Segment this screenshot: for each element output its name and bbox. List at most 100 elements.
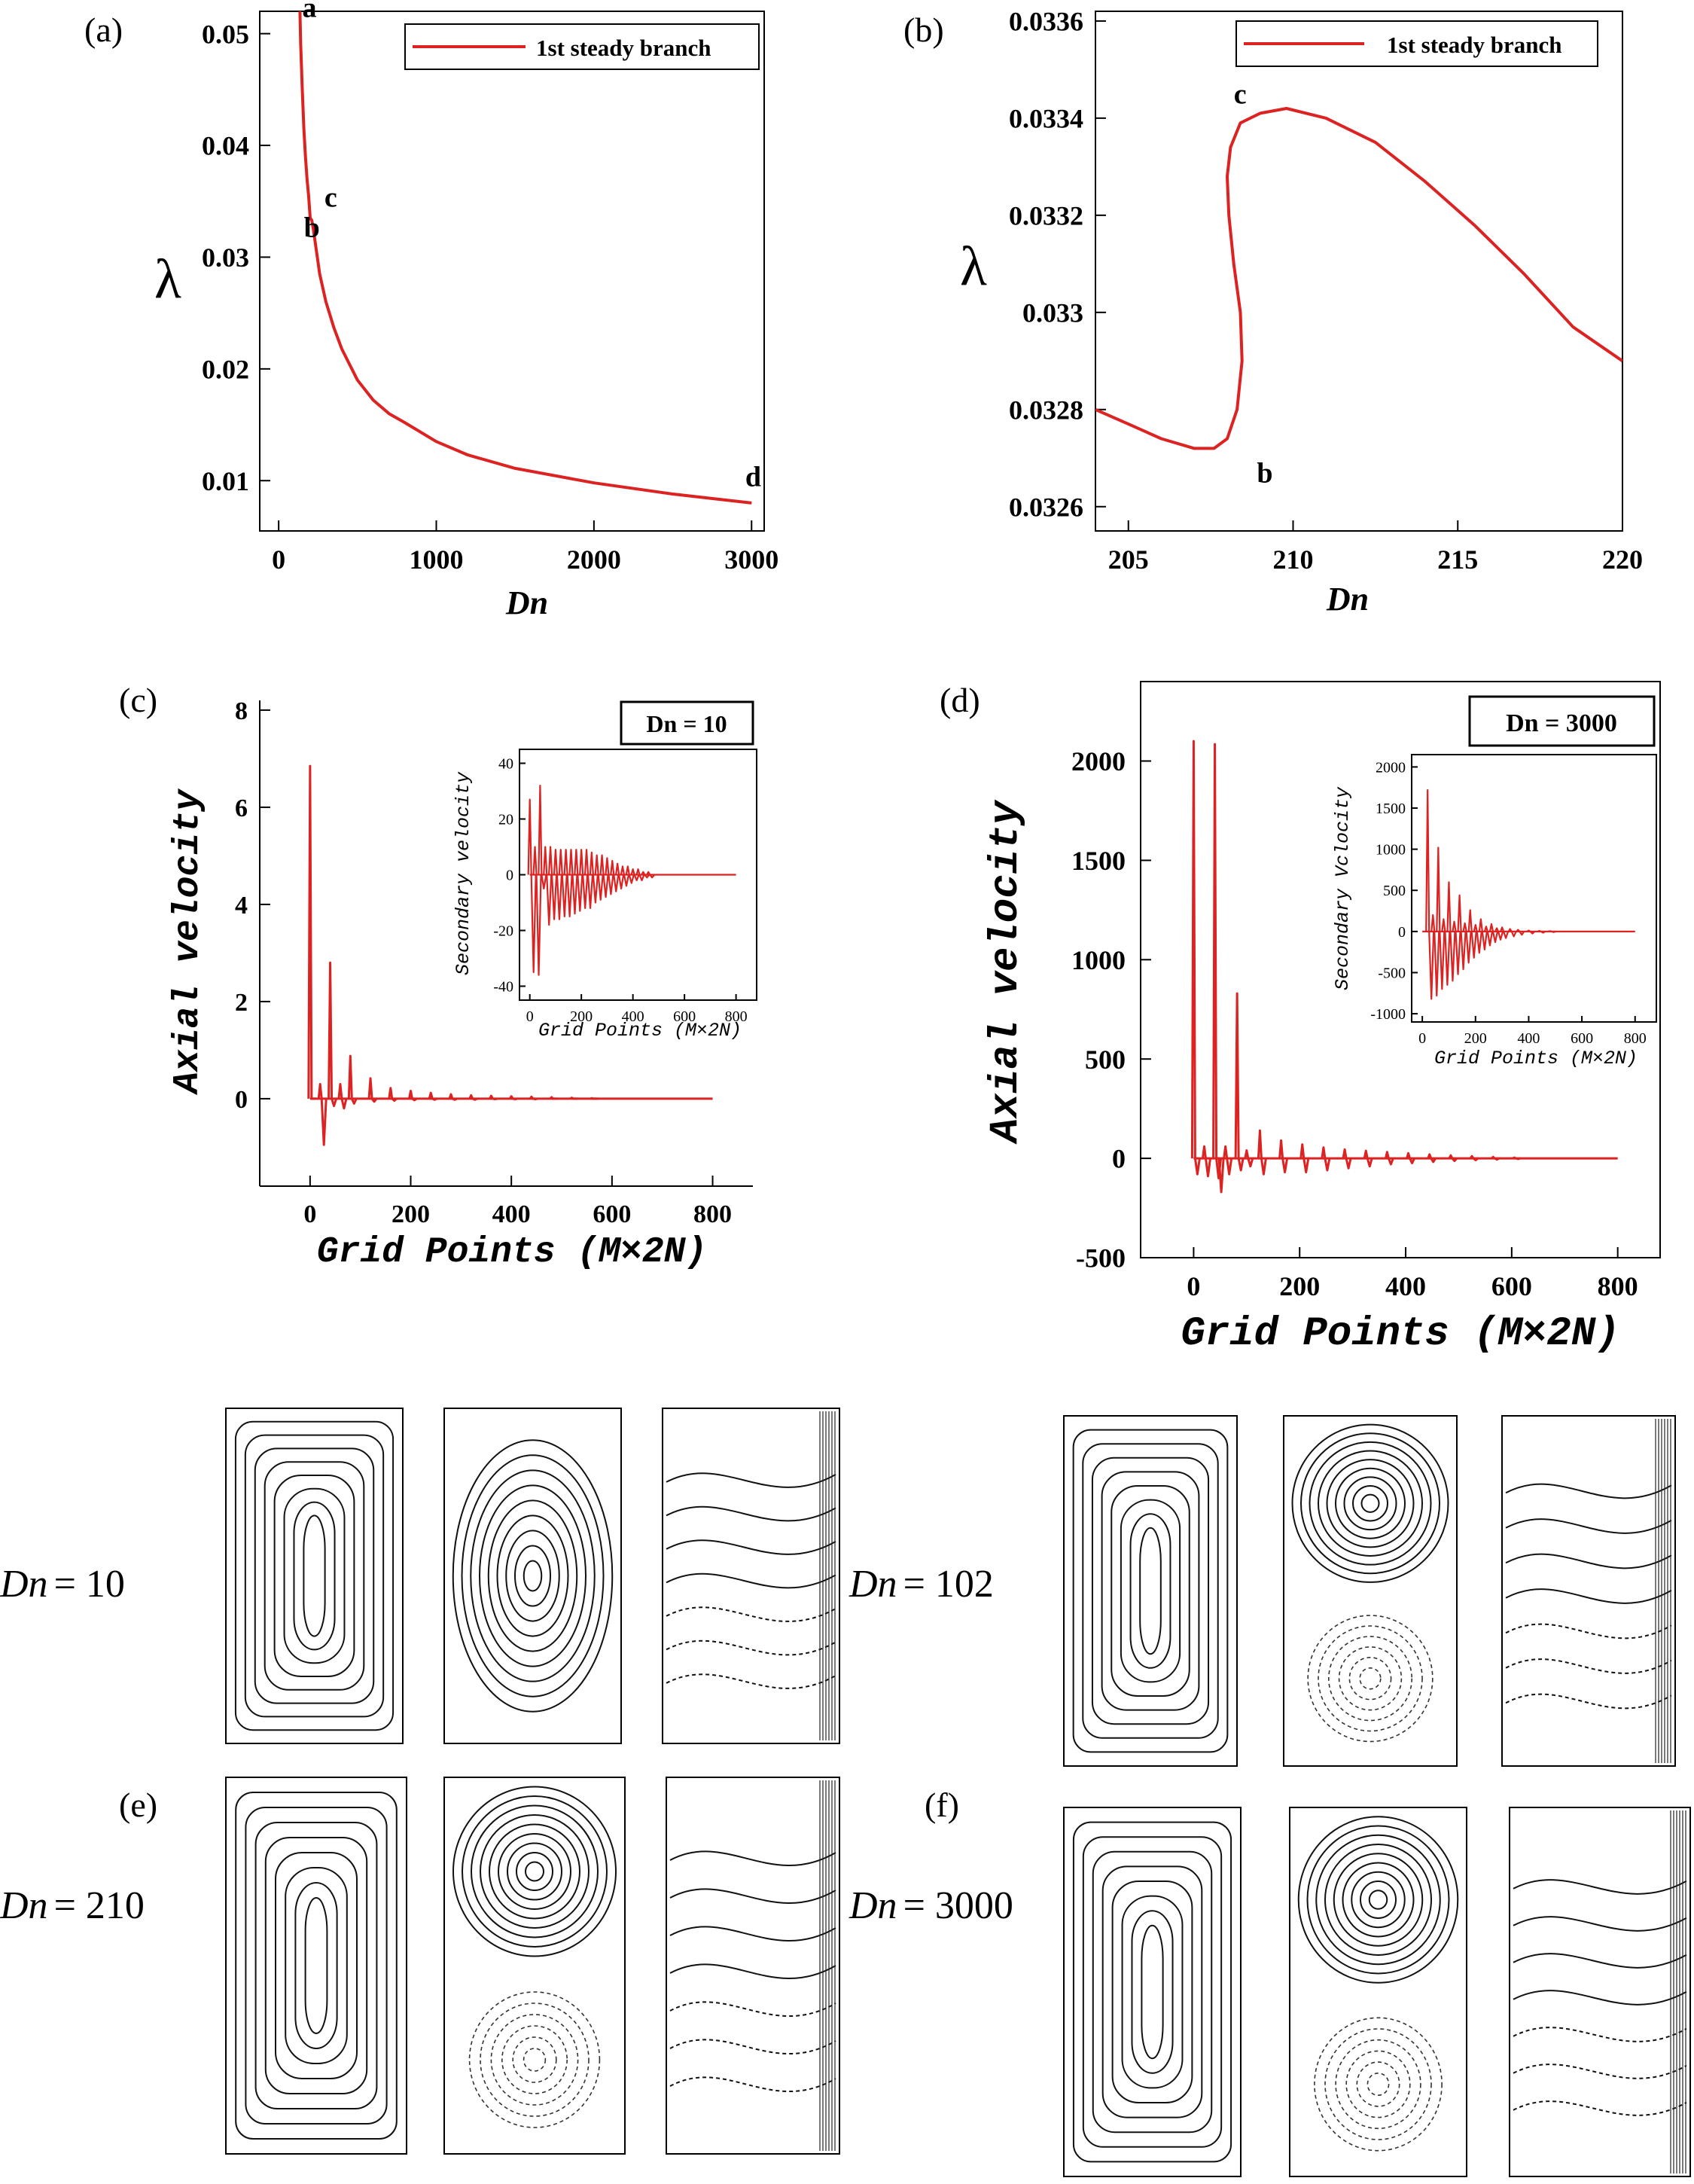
- streamline: [294, 1882, 338, 2049]
- streamline: [264, 1837, 368, 2094]
- streamline: [1091, 1457, 1210, 1725]
- contour-plot-12: [1509, 1807, 1691, 2177]
- spike-mark: [328, 961, 338, 1108]
- streamline: [244, 1434, 385, 1718]
- streamline: [1072, 1429, 1229, 1753]
- streamline: [275, 1852, 358, 2079]
- inset-y-label-d: Secondary Vclocity: [1332, 786, 1354, 990]
- y-tick-label: 0.0332: [1009, 200, 1083, 230]
- contour-plot-11: [1289, 1807, 1467, 2177]
- y-tick-label: 0: [1112, 1144, 1126, 1174]
- streamline: [1513, 2064, 1687, 2079]
- contour-frame: [1501, 1415, 1676, 1767]
- chart-panel-b: 205 210 215 220 0.03260.03280.0330.03320.03…: [903, 6, 1643, 618]
- spike-mark: [568, 849, 578, 915]
- spike-mark: [583, 849, 594, 909]
- x-tick-label: 1000: [410, 544, 464, 575]
- streamline-dashed: [501, 2025, 568, 2094]
- spike-mark: [599, 854, 609, 898]
- streamline: [293, 1501, 336, 1651]
- x-tick-label: 600: [593, 1200, 631, 1228]
- spike-mark: [615, 862, 625, 890]
- spike-mark: [1537, 929, 1546, 934]
- annotation-a: a: [303, 0, 317, 23]
- spike-mark: [1216, 1157, 1225, 1194]
- streamline: [516, 1852, 553, 1891]
- spike-mark: [337, 1083, 348, 1110]
- streamline-dashed: [468, 1991, 601, 2128]
- streamline: [669, 1963, 836, 1979]
- panel-label-a: (a): [84, 11, 123, 49]
- streamline: [487, 1499, 578, 1652]
- y-axis-label-b: λ: [960, 236, 987, 297]
- plot-frame-a: [259, 11, 765, 532]
- y-axis-label-d: Axial velocity: [983, 799, 1029, 1145]
- y-tick-label: 500: [1085, 1045, 1126, 1075]
- series-a: [298, 11, 752, 505]
- contour-label-e: (e): [119, 1786, 157, 1824]
- legend-c: Dn = 10: [620, 700, 754, 746]
- y-tick-label: 0.04: [202, 131, 249, 161]
- spike-mark: [605, 857, 614, 895]
- contour-frame: [1283, 1415, 1458, 1767]
- streamline: [1291, 1423, 1449, 1583]
- streamline: [498, 1833, 571, 1910]
- spike-mark: [574, 849, 583, 912]
- x-tick-label: 800: [693, 1200, 732, 1228]
- spike-mark: [529, 1095, 538, 1101]
- x-tick-label: 200: [1279, 1271, 1320, 1301]
- spike-mark: [448, 1093, 458, 1101]
- y-tick-label: 0.0334: [1009, 103, 1083, 133]
- legend-label-c: Dn = 10: [646, 710, 727, 737]
- streamline: [1315, 1834, 1441, 1966]
- dn-label-102: Dn = 102: [849, 1563, 994, 1606]
- streamline: [273, 1475, 355, 1677]
- contour-frame: [1063, 1807, 1242, 2177]
- streamline: [234, 1420, 395, 1731]
- legend-label-b: 1st steady branch: [1387, 32, 1562, 58]
- spike-mark: [1462, 922, 1472, 964]
- contour-frame: [443, 1408, 622, 1744]
- y-tick-label: 2000: [1071, 746, 1126, 776]
- y-tick-label: 2: [235, 989, 248, 1017]
- y-tick-label: 1500: [1071, 846, 1126, 876]
- streamline-dashed: [523, 2048, 547, 2072]
- streamline: [1300, 1432, 1440, 1575]
- y-axis-c: 0 2 4 6 8: [235, 697, 270, 1114]
- contour-frame: [662, 1408, 840, 1744]
- y-tick-label: 1500: [1376, 801, 1406, 817]
- streamline-dashed: [1348, 1657, 1392, 1701]
- streamline: [1306, 1825, 1450, 1975]
- contour-label-f: (f): [925, 1786, 959, 1824]
- spike-mark: [1478, 918, 1488, 950]
- y-tick-label: 0: [235, 1086, 248, 1114]
- streamline: [1513, 1916, 1687, 1932]
- spike-mark: [1473, 924, 1482, 954]
- x-axis-label-b: Dn: [1326, 581, 1369, 618]
- series-c: [307, 764, 713, 1146]
- spike-mark: [532, 846, 542, 976]
- dn-label-210: Dn = 210: [0, 1884, 145, 1927]
- x-tick-label: 200: [392, 1200, 430, 1228]
- streamline: [1324, 1844, 1432, 1956]
- x-tick-label: 0: [303, 1200, 316, 1228]
- streamline-dashed: [1356, 2061, 1400, 2107]
- spike-mark: [620, 865, 630, 887]
- series-b: [1095, 107, 1622, 450]
- x-tick-label: 215: [1437, 544, 1478, 575]
- spike-mark: [1223, 1145, 1233, 1176]
- streamline-dashed: [1328, 1636, 1413, 1722]
- streamline: [254, 1447, 375, 1704]
- inset-x-axis-c: 0 200 400 600 800: [526, 994, 748, 1025]
- streamline: [285, 1867, 348, 2064]
- inset-x-axis-d: 0 200 400 600 800: [1418, 1016, 1647, 1047]
- y-tick-label: 0.0336: [1009, 6, 1083, 36]
- spike-mark: [1321, 1146, 1331, 1172]
- annotations-a: a bc d: [303, 0, 761, 493]
- legend-label-a: 1st steady branch: [536, 35, 711, 61]
- streamline: [1297, 1816, 1459, 1984]
- streamline: [666, 1606, 836, 1622]
- streamline: [1111, 1880, 1193, 2103]
- y-tick-label: 1000: [1071, 945, 1126, 975]
- spike-mark: [543, 846, 553, 926]
